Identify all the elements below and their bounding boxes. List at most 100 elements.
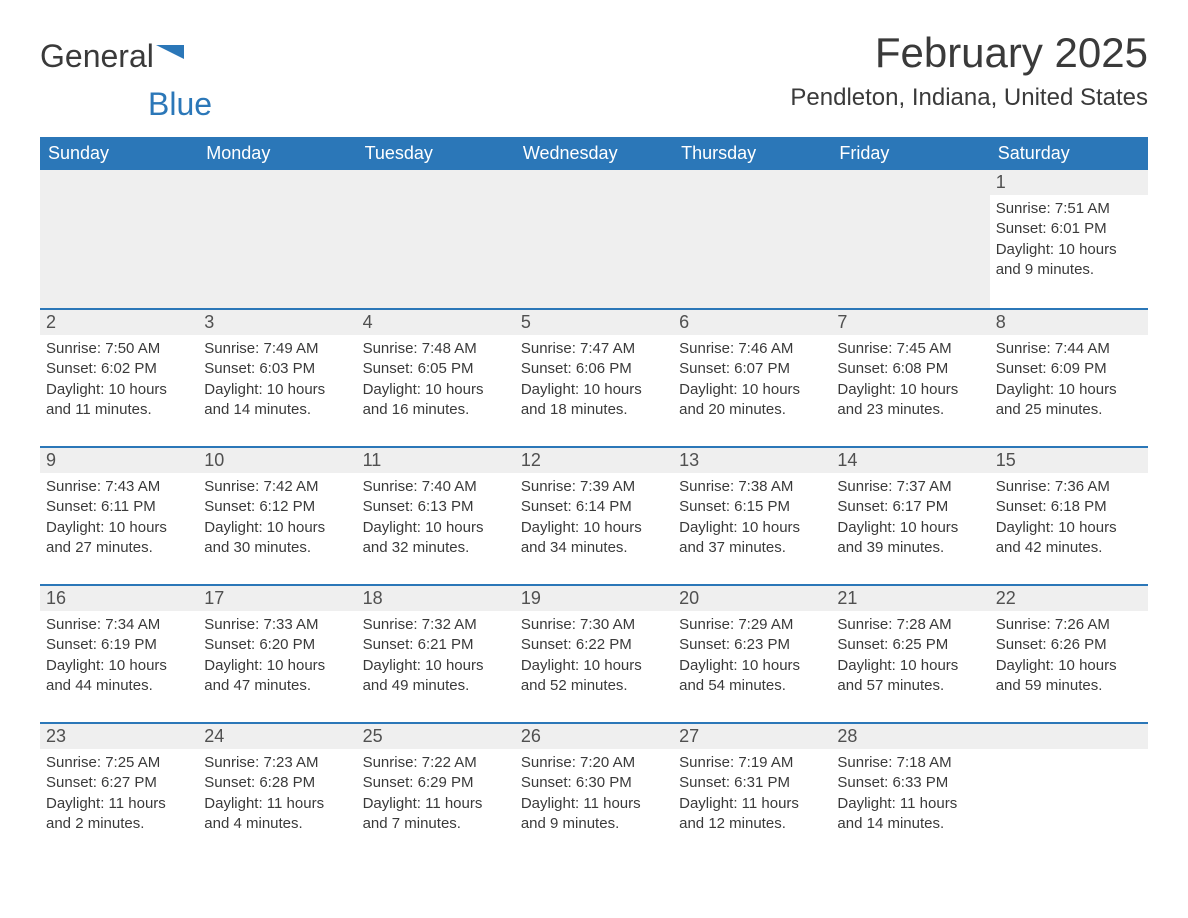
calendar-week-row: 2Sunrise: 7:50 AMSunset: 6:02 PMDaylight… — [40, 308, 1148, 446]
day-number: 20 — [673, 584, 831, 611]
daylight-text: Daylight: 10 hours and 42 minutes. — [996, 518, 1142, 559]
sunset-text: Sunset: 6:28 PM — [204, 773, 350, 793]
day-number: 2 — [40, 308, 198, 335]
daylight-text: Daylight: 10 hours and 18 minutes. — [521, 380, 667, 421]
sunrise-text: Sunrise: 7:28 AM — [837, 615, 983, 635]
day-details: Sunrise: 7:30 AMSunset: 6:22 PMDaylight:… — [515, 611, 673, 704]
calendar-day-cell: 26Sunrise: 7:20 AMSunset: 6:30 PMDayligh… — [515, 722, 673, 860]
sunrise-text: Sunrise: 7:39 AM — [521, 477, 667, 497]
day-number: 15 — [990, 446, 1148, 473]
calendar-day-cell: 17Sunrise: 7:33 AMSunset: 6:20 PMDayligh… — [198, 584, 356, 722]
day-number: 9 — [40, 446, 198, 473]
day-number: 17 — [198, 584, 356, 611]
calendar-day-cell: 23Sunrise: 7:25 AMSunset: 6:27 PMDayligh… — [40, 722, 198, 860]
day-details: Sunrise: 7:40 AMSunset: 6:13 PMDaylight:… — [357, 473, 515, 566]
day-details: Sunrise: 7:19 AMSunset: 6:31 PMDaylight:… — [673, 749, 831, 842]
day-number: 12 — [515, 446, 673, 473]
calendar-day-cell: 1Sunrise: 7:51 AMSunset: 6:01 PMDaylight… — [990, 170, 1148, 308]
empty-day-header — [357, 170, 515, 195]
day-details: Sunrise: 7:25 AMSunset: 6:27 PMDaylight:… — [40, 749, 198, 842]
calendar-day-cell: 20Sunrise: 7:29 AMSunset: 6:23 PMDayligh… — [673, 584, 831, 722]
sunrise-text: Sunrise: 7:37 AM — [837, 477, 983, 497]
sunset-text: Sunset: 6:12 PM — [204, 497, 350, 517]
calendar-day-cell: 11Sunrise: 7:40 AMSunset: 6:13 PMDayligh… — [357, 446, 515, 584]
sunrise-text: Sunrise: 7:44 AM — [996, 339, 1142, 359]
calendar-week-row: 1Sunrise: 7:51 AMSunset: 6:01 PMDaylight… — [40, 170, 1148, 308]
daylight-text: Daylight: 11 hours and 9 minutes. — [521, 794, 667, 835]
calendar-day-cell: 27Sunrise: 7:19 AMSunset: 6:31 PMDayligh… — [673, 722, 831, 860]
day-details: Sunrise: 7:46 AMSunset: 6:07 PMDaylight:… — [673, 335, 831, 428]
sunset-text: Sunset: 6:09 PM — [996, 359, 1142, 379]
calendar-day-cell: 18Sunrise: 7:32 AMSunset: 6:21 PMDayligh… — [357, 584, 515, 722]
sunrise-text: Sunrise: 7:49 AM — [204, 339, 350, 359]
day-number: 7 — [831, 308, 989, 335]
location-subtitle: Pendleton, Indiana, United States — [790, 84, 1148, 112]
calendar-day-cell: 16Sunrise: 7:34 AMSunset: 6:19 PMDayligh… — [40, 584, 198, 722]
sunrise-text: Sunrise: 7:30 AM — [521, 615, 667, 635]
day-details: Sunrise: 7:44 AMSunset: 6:09 PMDaylight:… — [990, 335, 1148, 428]
month-title: February 2025 — [790, 30, 1148, 76]
calendar-day-cell: 5Sunrise: 7:47 AMSunset: 6:06 PMDaylight… — [515, 308, 673, 446]
day-details: Sunrise: 7:33 AMSunset: 6:20 PMDaylight:… — [198, 611, 356, 704]
sunset-text: Sunset: 6:26 PM — [996, 635, 1142, 655]
daylight-text: Daylight: 11 hours and 7 minutes. — [363, 794, 509, 835]
day-details: Sunrise: 7:45 AMSunset: 6:08 PMDaylight:… — [831, 335, 989, 428]
day-details: Sunrise: 7:42 AMSunset: 6:12 PMDaylight:… — [198, 473, 356, 566]
day-details: Sunrise: 7:49 AMSunset: 6:03 PMDaylight:… — [198, 335, 356, 428]
weekday-header: Sunday — [40, 137, 198, 170]
daylight-text: Daylight: 10 hours and 37 minutes. — [679, 518, 825, 559]
sunset-text: Sunset: 6:21 PM — [363, 635, 509, 655]
sunset-text: Sunset: 6:14 PM — [521, 497, 667, 517]
calendar-day-cell: 13Sunrise: 7:38 AMSunset: 6:15 PMDayligh… — [673, 446, 831, 584]
calendar-day-cell: 4Sunrise: 7:48 AMSunset: 6:05 PMDaylight… — [357, 308, 515, 446]
day-number: 16 — [40, 584, 198, 611]
weekday-header: Thursday — [673, 137, 831, 170]
day-number: 13 — [673, 446, 831, 473]
sunset-text: Sunset: 6:05 PM — [363, 359, 509, 379]
day-number: 6 — [673, 308, 831, 335]
day-details: Sunrise: 7:34 AMSunset: 6:19 PMDaylight:… — [40, 611, 198, 704]
day-details: Sunrise: 7:43 AMSunset: 6:11 PMDaylight:… — [40, 473, 198, 566]
calendar-day-cell — [673, 170, 831, 308]
daylight-text: Daylight: 10 hours and 20 minutes. — [679, 380, 825, 421]
day-details: Sunrise: 7:23 AMSunset: 6:28 PMDaylight:… — [198, 749, 356, 842]
sunset-text: Sunset: 6:02 PM — [46, 359, 192, 379]
day-details: Sunrise: 7:50 AMSunset: 6:02 PMDaylight:… — [40, 335, 198, 428]
daylight-text: Daylight: 10 hours and 57 minutes. — [837, 656, 983, 697]
sunset-text: Sunset: 6:01 PM — [996, 219, 1142, 239]
calendar-table: SundayMondayTuesdayWednesdayThursdayFrid… — [40, 137, 1148, 860]
day-details: Sunrise: 7:18 AMSunset: 6:33 PMDaylight:… — [831, 749, 989, 842]
empty-day-header — [40, 170, 198, 195]
sunrise-text: Sunrise: 7:48 AM — [363, 339, 509, 359]
logo-text-general: General — [40, 38, 154, 75]
calendar-day-cell: 15Sunrise: 7:36 AMSunset: 6:18 PMDayligh… — [990, 446, 1148, 584]
day-number: 26 — [515, 722, 673, 749]
daylight-text: Daylight: 10 hours and 54 minutes. — [679, 656, 825, 697]
daylight-text: Daylight: 10 hours and 25 minutes. — [996, 380, 1142, 421]
day-details: Sunrise: 7:51 AMSunset: 6:01 PMDaylight:… — [990, 195, 1148, 288]
daylight-text: Daylight: 10 hours and 16 minutes. — [363, 380, 509, 421]
empty-day-header — [990, 722, 1148, 749]
weekday-header: Monday — [198, 137, 356, 170]
calendar-day-cell: 14Sunrise: 7:37 AMSunset: 6:17 PMDayligh… — [831, 446, 989, 584]
daylight-text: Daylight: 10 hours and 23 minutes. — [837, 380, 983, 421]
calendar-day-cell: 9Sunrise: 7:43 AMSunset: 6:11 PMDaylight… — [40, 446, 198, 584]
day-details: Sunrise: 7:47 AMSunset: 6:06 PMDaylight:… — [515, 335, 673, 428]
day-number: 25 — [357, 722, 515, 749]
day-details: Sunrise: 7:32 AMSunset: 6:21 PMDaylight:… — [357, 611, 515, 704]
sunrise-text: Sunrise: 7:51 AM — [996, 199, 1142, 219]
day-number: 27 — [673, 722, 831, 749]
sunrise-text: Sunrise: 7:38 AM — [679, 477, 825, 497]
day-number: 23 — [40, 722, 198, 749]
day-details: Sunrise: 7:36 AMSunset: 6:18 PMDaylight:… — [990, 473, 1148, 566]
calendar-day-cell: 19Sunrise: 7:30 AMSunset: 6:22 PMDayligh… — [515, 584, 673, 722]
logo-flag-icon — [156, 41, 190, 63]
sunset-text: Sunset: 6:03 PM — [204, 359, 350, 379]
day-number: 24 — [198, 722, 356, 749]
title-block: February 2025 Pendleton, Indiana, United… — [790, 30, 1148, 112]
daylight-text: Daylight: 10 hours and 34 minutes. — [521, 518, 667, 559]
day-number: 18 — [357, 584, 515, 611]
calendar-day-cell: 10Sunrise: 7:42 AMSunset: 6:12 PMDayligh… — [198, 446, 356, 584]
sunset-text: Sunset: 6:29 PM — [363, 773, 509, 793]
sunrise-text: Sunrise: 7:45 AM — [837, 339, 983, 359]
